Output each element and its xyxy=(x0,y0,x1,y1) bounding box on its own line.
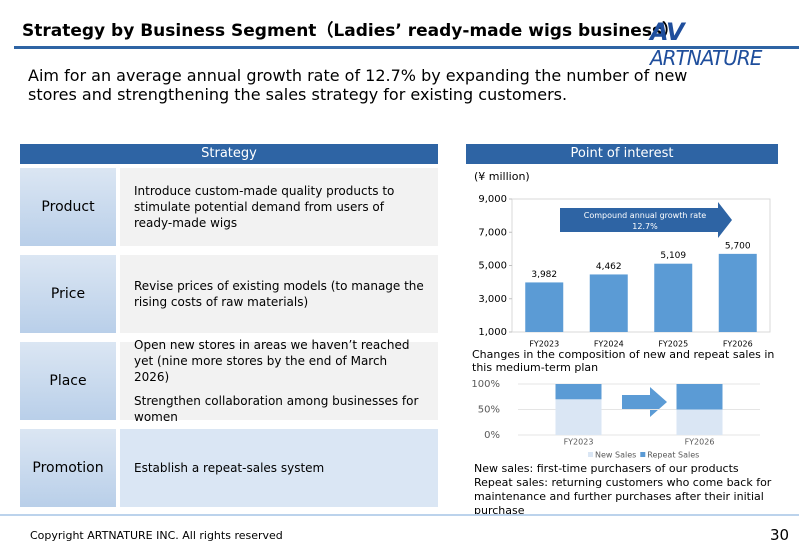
row-paragraph: Revise prices of existing models (to man… xyxy=(134,279,424,309)
notes: New sales: first-time purchasers of our … xyxy=(474,462,794,518)
legend-swatch xyxy=(640,452,646,457)
chart-title: Changes in the composition of new and re… xyxy=(472,348,775,374)
chart-title-box: Changes in the composition of new and re… xyxy=(472,348,775,374)
row-paragraph: Strengthen collaboration among businesse… xyxy=(134,394,419,424)
logo-text: ARTNATURE xyxy=(650,46,762,70)
row-text: Revise prices of existing models (to man… xyxy=(120,255,438,333)
row-text: Open new stores in areas we haven’t reac… xyxy=(120,338,438,424)
slide-title: Strategy by Business Segment（Ladies’ rea… xyxy=(22,21,680,41)
legend-swatch xyxy=(588,452,593,457)
row-label: Product xyxy=(20,168,116,246)
annotation: Compound annual growth rate 12.7% xyxy=(584,211,706,231)
value-label: 4,462 xyxy=(596,262,622,272)
header-rule xyxy=(14,46,799,49)
x-tick-label: FY2023 xyxy=(564,438,594,447)
note: Repeat sales: returning customers who co… xyxy=(474,476,772,517)
row-paragraph: Introduce custom-made quality products t… xyxy=(134,184,395,230)
unit-label: (¥ million) xyxy=(474,170,530,183)
bar-segment xyxy=(555,399,602,435)
bar xyxy=(525,282,564,332)
y-tick-label: 3,000 xyxy=(478,294,507,305)
row-paragraph: Open new stores in areas we haven’t reac… xyxy=(134,338,410,384)
bar-segment xyxy=(676,409,723,435)
y-tick-label: 9,000 xyxy=(478,194,507,205)
y-tick-label: 0% xyxy=(484,430,500,441)
row-text: Introduce custom-made quality products t… xyxy=(120,168,438,246)
bar xyxy=(654,263,693,332)
logo: AV ARTNATURE xyxy=(650,18,762,70)
annotation-arrow xyxy=(560,202,732,238)
row-text: Establish a repeat-sales system xyxy=(120,429,438,507)
copyright: Copyright ARTNATURE INC. All rights rese… xyxy=(30,529,283,542)
y-tick-label: 50% xyxy=(478,405,500,416)
footer-rule xyxy=(0,514,799,516)
row-paragraph: Establish a repeat-sales system xyxy=(134,461,325,475)
table-header: Point of interest xyxy=(466,144,778,164)
x-tick-label: FY2024 xyxy=(594,340,624,349)
value-label: 3,982 xyxy=(531,270,557,280)
x-tick-label: FY2026 xyxy=(723,340,753,349)
x-tick-label: FY2023 xyxy=(529,340,559,349)
legend-label: New Sales xyxy=(595,451,636,460)
annotation-text: Compound annual growth rate xyxy=(584,211,706,220)
note: New sales: first-time purchasers of our … xyxy=(474,462,739,475)
bar-segment xyxy=(676,384,723,410)
bar xyxy=(718,253,757,332)
row-label: Promotion xyxy=(20,429,116,507)
annotation-text: 12.7% xyxy=(632,222,658,231)
y-tick-label: 7,000 xyxy=(478,227,507,238)
y-tick-label: 5,000 xyxy=(478,261,507,272)
row-label: Price xyxy=(20,255,116,333)
value-label: 5,109 xyxy=(660,251,686,261)
x-tick-label: FY2025 xyxy=(658,340,688,349)
row-label: Place xyxy=(20,342,116,420)
y-tick-label: 1,000 xyxy=(478,327,507,338)
x-tick-label: FY2026 xyxy=(685,438,715,447)
table-header: Strategy xyxy=(20,144,438,164)
shift-arrow xyxy=(622,387,667,417)
bar xyxy=(589,274,628,332)
value-label: 5,700 xyxy=(725,241,751,251)
y-tick-label: 100% xyxy=(471,379,500,390)
subtitle: Aim for an average annual growth rate of… xyxy=(28,66,688,104)
page-number: 30 xyxy=(770,526,790,544)
legend-label: Repeat Sales xyxy=(647,451,699,460)
bar-segment xyxy=(555,384,602,400)
